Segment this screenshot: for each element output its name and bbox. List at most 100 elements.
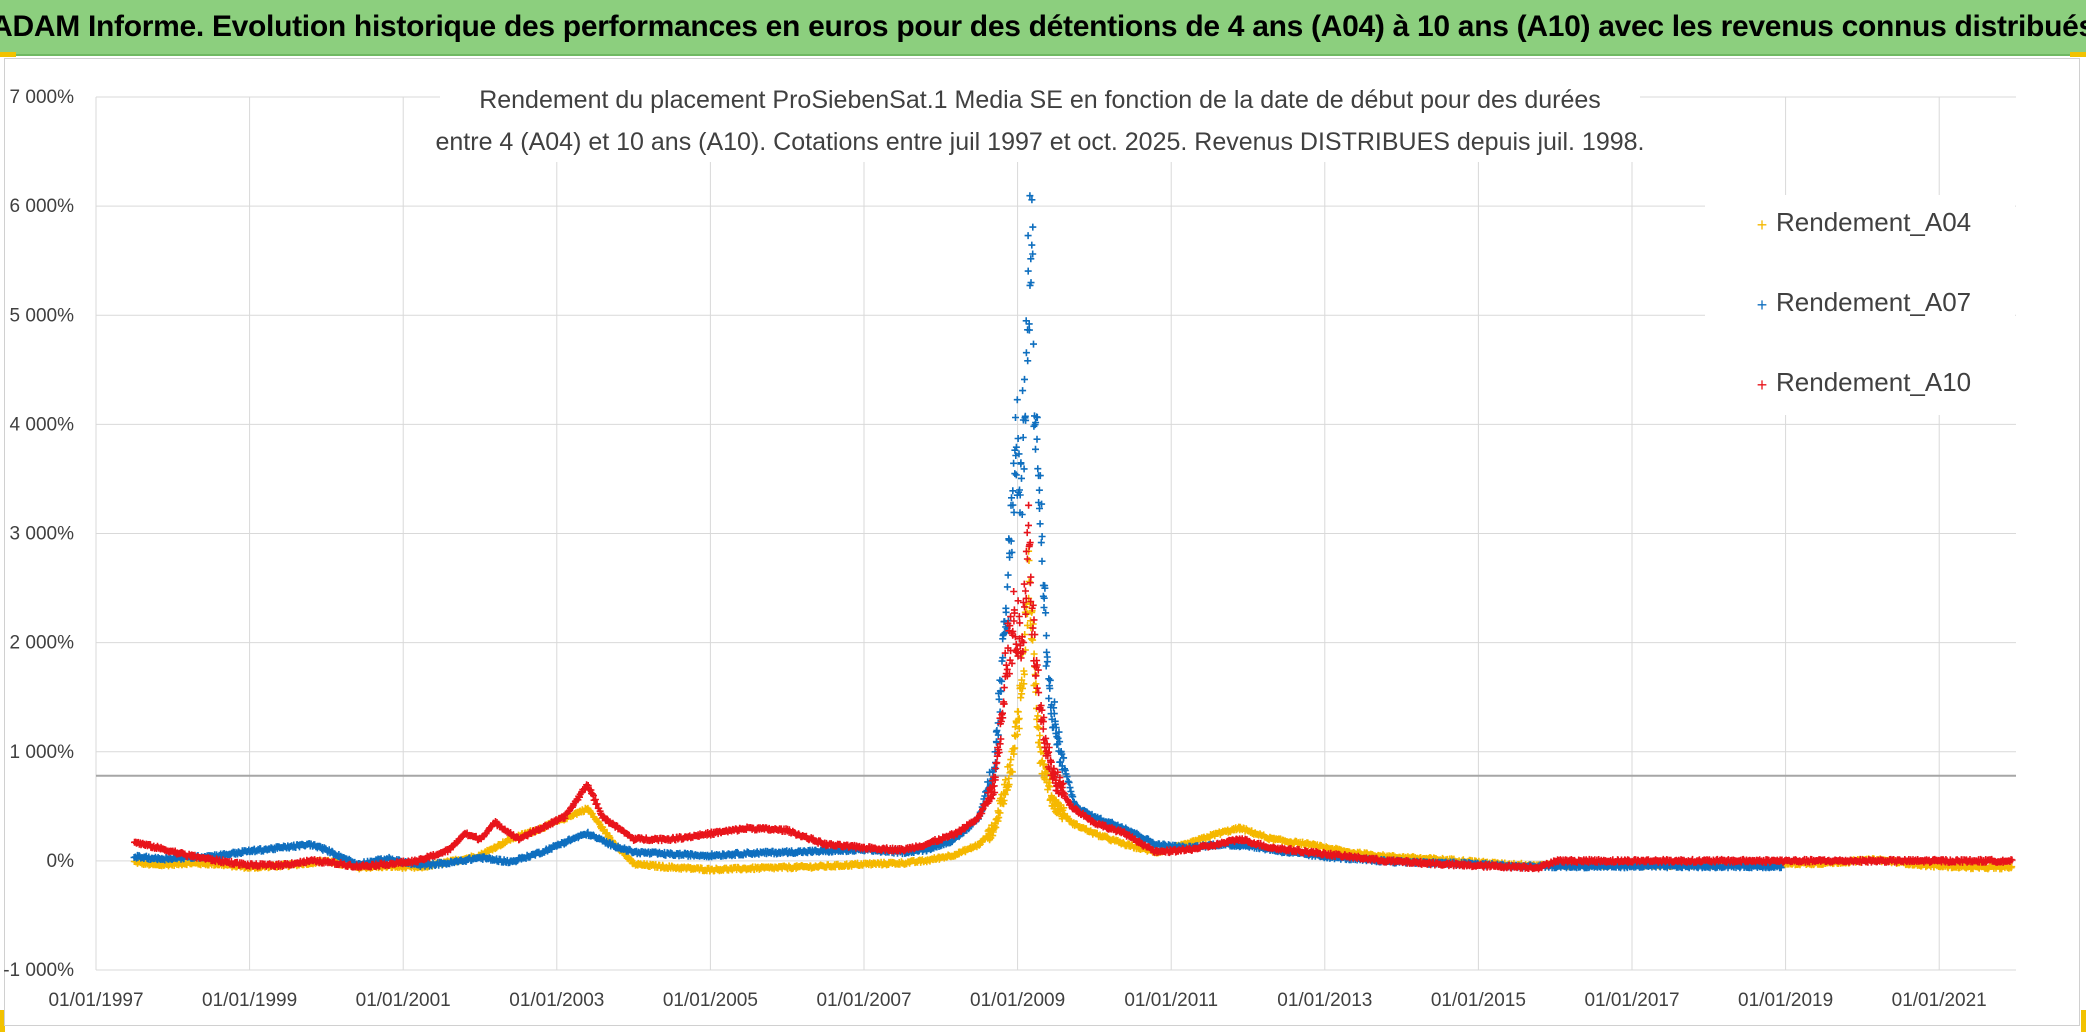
data-point: [997, 688, 1005, 695]
series-rendement-a07: [130, 192, 1785, 872]
data-point: [1032, 419, 1040, 426]
data-point: [1033, 723, 1041, 731]
data-point: [1046, 676, 1054, 684]
data-point: [1007, 756, 1015, 764]
data-point: [1030, 650, 1038, 658]
data-point: [1060, 754, 1068, 762]
data-point: [1029, 250, 1037, 258]
data-point: [1051, 717, 1059, 725]
data-point: [1056, 801, 1064, 809]
data-point: [999, 654, 1007, 662]
data-point: [1019, 684, 1026, 692]
data-point: [1050, 710, 1058, 718]
data-point: [1018, 474, 1025, 482]
data-point: [1013, 396, 1021, 404]
data-point: [1013, 731, 1021, 739]
data-point: [993, 727, 1001, 734]
data-point: [1002, 608, 1010, 616]
header-title: ADAM Informe. Evolution historique des p…: [0, 10, 2086, 43]
data-point: [1011, 470, 1019, 478]
data-point: [1026, 192, 1034, 200]
data-point: [1036, 520, 1044, 528]
data-point: [975, 841, 983, 849]
data-point: [1012, 471, 1020, 479]
data-point: [1024, 267, 1032, 275]
header-banner: ADAM Informe. Evolution historique des p…: [0, 0, 2086, 56]
data-point: [1012, 414, 1019, 421]
data-point: [990, 782, 998, 790]
data-point: [1054, 734, 1062, 742]
data-point: [994, 731, 1002, 739]
data-point: [1015, 725, 1023, 732]
accent-mark-right: [2070, 52, 2086, 57]
data-point: [1056, 758, 1064, 766]
data-point: [1052, 724, 1060, 732]
data-point: [1051, 698, 1058, 706]
data-point: [1034, 465, 1042, 473]
data-point: [996, 809, 1004, 817]
chart-frame: [4, 58, 2080, 1026]
data-point: [995, 695, 1003, 703]
data-point: [1008, 494, 1015, 502]
data-point: [1038, 500, 1046, 508]
data-point: [1014, 435, 1022, 442]
accent-mark-bottom-left: [0, 1010, 5, 1032]
data-point: [1000, 797, 1008, 804]
data-point: [1020, 670, 1028, 678]
data-point: [1045, 675, 1053, 683]
data-point: [1029, 223, 1037, 231]
data-point: [1040, 604, 1048, 611]
data-point: [992, 824, 1000, 831]
data-point: [993, 759, 1001, 767]
data-point: [1028, 196, 1036, 204]
data-point: [1005, 775, 1013, 782]
data-point: [1038, 533, 1046, 540]
data-point: [1041, 582, 1049, 590]
data-point: [1020, 680, 1028, 688]
data-point: [1028, 241, 1036, 249]
data-point: [979, 804, 987, 812]
data-point: [1042, 632, 1050, 640]
data-point: [999, 714, 1007, 722]
data-point: [1035, 724, 1043, 732]
data-point: [1001, 649, 1009, 657]
data-point: [589, 790, 596, 798]
data-point: [1045, 694, 1053, 702]
data-point: [992, 765, 1000, 772]
data-point: [1010, 508, 1018, 516]
data-point: [1067, 788, 1075, 795]
data-point: [1001, 790, 1009, 798]
data-point: [1015, 450, 1023, 458]
data-point: [1025, 326, 1033, 334]
data-point: [1036, 472, 1044, 480]
data-point: [1063, 773, 1071, 781]
data-point: [1036, 732, 1044, 739]
data-point: [593, 800, 601, 808]
data-point: [1040, 594, 1048, 602]
data-point: [1025, 320, 1033, 328]
data-point: [1037, 539, 1045, 547]
data-point: [1001, 629, 1009, 637]
data-point: [998, 677, 1006, 685]
data-point: [1015, 715, 1023, 723]
data-point: [1004, 571, 1012, 579]
data-point: [1011, 723, 1019, 731]
data-point: [1008, 548, 1016, 556]
data-point: [1027, 279, 1035, 287]
data-point: [1012, 443, 1020, 451]
data-point: [1777, 864, 1785, 872]
data-point: [2008, 863, 2016, 871]
data-point: [1066, 784, 1074, 792]
data-point: [1006, 761, 1014, 769]
data-point: [1000, 684, 1008, 692]
data-point: [1020, 465, 1028, 473]
data-point: [1038, 557, 1046, 565]
data-point: [993, 738, 1001, 746]
data-point: [1019, 387, 1027, 395]
data-point: [1058, 750, 1066, 758]
data-point: [1060, 804, 1068, 812]
data-point: [1024, 232, 1032, 240]
data-point: [1008, 768, 1016, 776]
